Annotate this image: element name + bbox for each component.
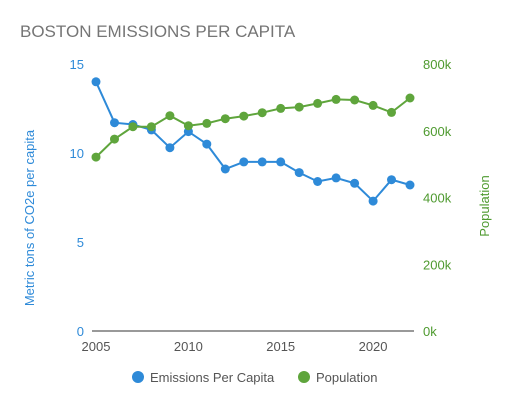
emissions-point	[294, 168, 304, 178]
population-point	[165, 111, 175, 121]
population-point	[276, 103, 286, 113]
population-point	[146, 122, 156, 132]
emissions-point	[313, 177, 323, 186]
population-point	[110, 134, 119, 144]
population-point	[405, 93, 415, 103]
emissions-point	[368, 196, 378, 206]
population-point	[368, 100, 378, 110]
right-axis-title: Population	[477, 175, 492, 236]
x-tick-label: 2015	[266, 339, 295, 354]
right-tick-label: 400k	[423, 191, 452, 206]
x-axis-ticks: 2005 2010 2015 2020	[82, 339, 388, 354]
right-tick-label: 600k	[423, 124, 452, 139]
series-lines	[95, 81, 411, 203]
legend-label-emissions: Emissions Per Capita	[150, 370, 275, 385]
right-tick-label: 800k	[423, 57, 452, 72]
x-tick-label: 2020	[359, 339, 388, 354]
series-points	[91, 77, 415, 206]
emissions-point	[91, 77, 101, 87]
series-line-population	[95, 97, 411, 158]
emissions-point	[276, 157, 286, 167]
population-point	[387, 107, 396, 117]
left-axis-title: Metric tons of CO2e per capita	[22, 129, 37, 306]
emissions-point	[220, 164, 230, 174]
right-axis-ticks: 0k 200k 400k 600k 800k	[423, 57, 452, 339]
population-point	[183, 121, 193, 131]
x-tick-label: 2010	[174, 339, 203, 354]
emissions-point	[239, 157, 249, 167]
emissions-point	[165, 143, 175, 153]
population-point	[202, 118, 212, 128]
left-tick-label: 0	[77, 324, 84, 339]
emissions-point	[257, 157, 267, 167]
right-tick-label: 200k	[423, 257, 452, 272]
left-axis-ticks: 0 5 10 15	[70, 57, 84, 339]
legend-marker-emissions	[132, 371, 144, 383]
population-point	[294, 102, 304, 112]
population-point	[220, 114, 230, 124]
population-point	[257, 108, 267, 118]
population-point	[331, 94, 341, 104]
chart-title: BOSTON EMISSIONS PER CAPITA	[20, 22, 296, 41]
right-tick-label: 0k	[423, 324, 437, 339]
emissions-point	[110, 118, 119, 128]
emissions-point	[202, 139, 212, 149]
series-line-emissions	[95, 81, 411, 203]
population-point	[91, 152, 101, 162]
emissions-point	[387, 175, 396, 185]
emissions-point	[405, 180, 415, 190]
legend-label-population: Population	[316, 370, 377, 385]
emissions-point	[350, 178, 360, 188]
left-tick-label: 15	[70, 57, 84, 72]
population-point	[350, 95, 360, 105]
left-tick-label: 5	[77, 235, 84, 250]
legend: Emissions Per Capita Population	[132, 370, 377, 385]
emissions-point	[331, 173, 341, 183]
population-point	[239, 111, 249, 121]
x-tick-label: 2005	[82, 339, 111, 354]
population-point	[313, 98, 323, 108]
left-tick-label: 10	[70, 146, 84, 161]
legend-marker-population	[298, 371, 310, 383]
population-point	[128, 122, 138, 132]
